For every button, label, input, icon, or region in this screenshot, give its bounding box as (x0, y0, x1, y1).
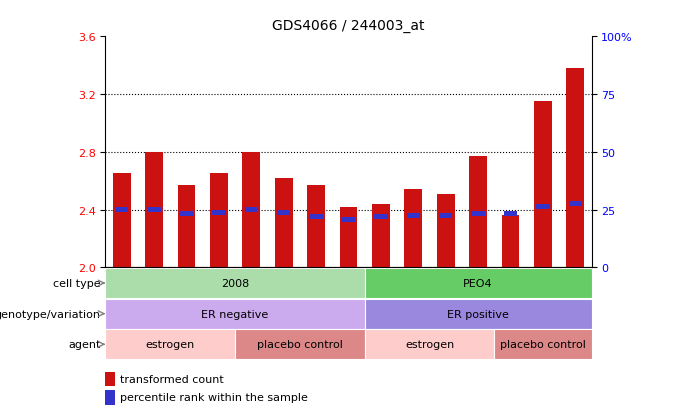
Text: transformed count: transformed count (120, 374, 224, 384)
Text: genotype/variation: genotype/variation (0, 309, 101, 319)
Bar (502, 216, 520, 268)
Bar (212, 210, 226, 216)
Bar (566, 69, 584, 268)
Bar (235, 330, 364, 359)
Text: placebo control: placebo control (257, 339, 343, 349)
Text: percentile rank within the sample: percentile rank within the sample (120, 392, 308, 403)
Bar (437, 194, 455, 268)
Bar (374, 215, 388, 220)
Bar (439, 213, 452, 218)
Bar (405, 190, 422, 268)
Text: ER negative: ER negative (201, 309, 269, 319)
Text: estrogen: estrogen (146, 339, 195, 349)
Text: cell type: cell type (53, 278, 101, 288)
Bar (145, 152, 163, 268)
Bar (105, 299, 364, 329)
Bar (471, 212, 485, 217)
Bar (537, 204, 549, 210)
Bar (105, 268, 364, 298)
Bar (277, 210, 290, 216)
Title: GDS4066 / 244003_at: GDS4066 / 244003_at (272, 19, 425, 33)
Bar (210, 174, 228, 268)
Bar (469, 157, 487, 268)
Bar (342, 218, 355, 223)
Bar (105, 330, 235, 359)
Bar (245, 207, 258, 213)
Bar (364, 268, 592, 298)
Bar (568, 202, 582, 207)
Text: PEO4: PEO4 (463, 278, 493, 288)
Bar (177, 185, 195, 268)
Bar (372, 204, 390, 268)
Bar (364, 299, 592, 329)
Bar (148, 207, 160, 213)
Bar (307, 185, 325, 268)
Bar (364, 330, 494, 359)
Bar (494, 330, 592, 359)
Bar (115, 207, 129, 213)
Text: ER positive: ER positive (447, 309, 509, 319)
Bar (113, 174, 131, 268)
Bar (339, 207, 358, 268)
Text: 2008: 2008 (221, 278, 249, 288)
Bar (534, 102, 552, 268)
Bar (180, 212, 193, 217)
Bar (105, 390, 115, 405)
Bar (275, 178, 292, 268)
Bar (105, 372, 115, 386)
Bar (504, 212, 517, 217)
Bar (309, 215, 323, 220)
Bar (242, 152, 260, 268)
Text: agent: agent (68, 339, 101, 349)
Text: placebo control: placebo control (500, 339, 586, 349)
Text: estrogen: estrogen (405, 339, 454, 349)
Bar (407, 213, 420, 218)
